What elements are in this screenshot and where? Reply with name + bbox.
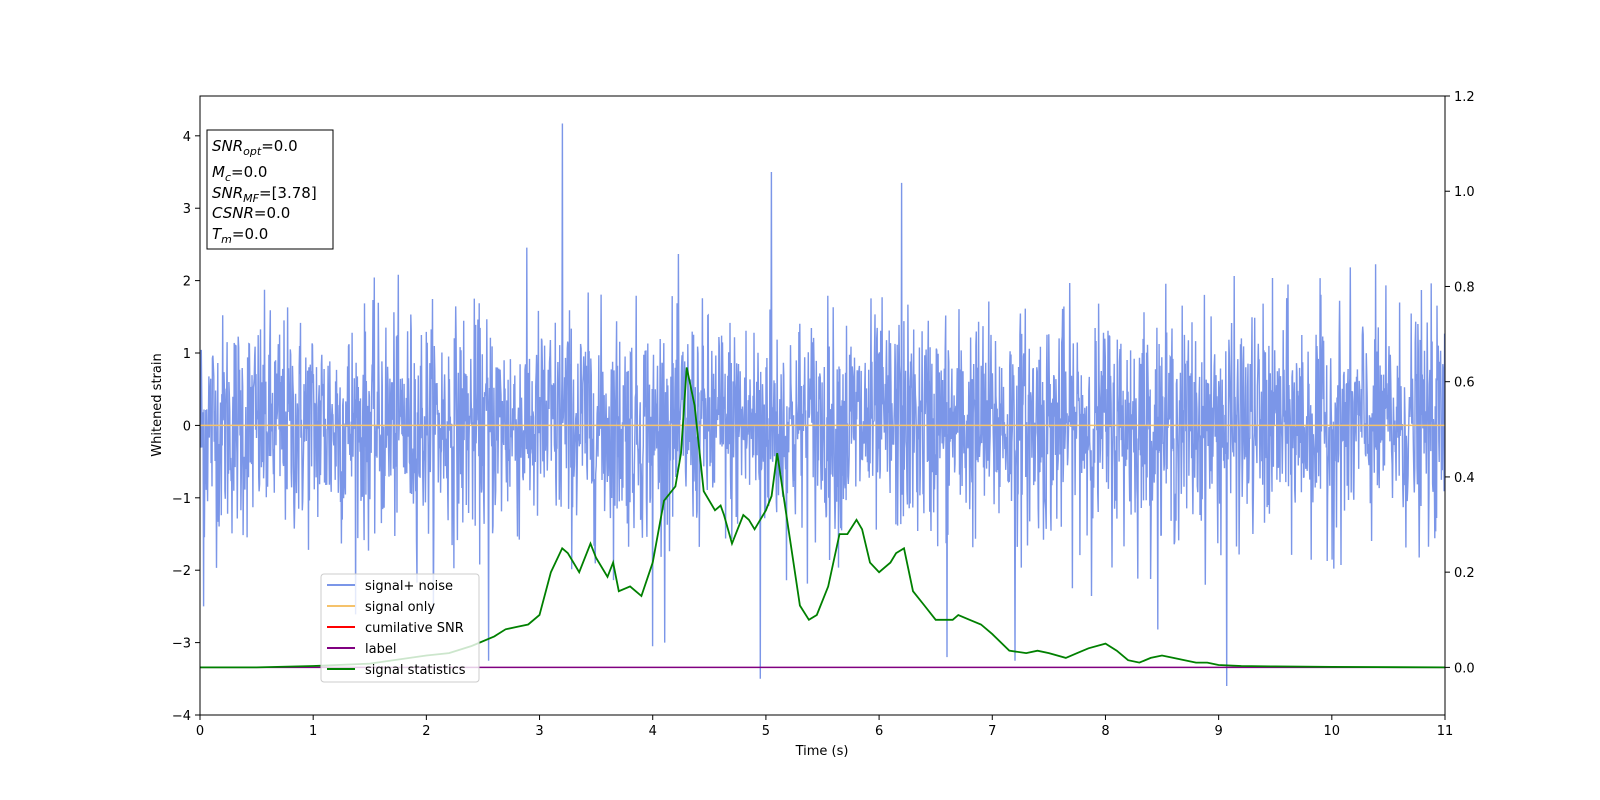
x-tick-label: 5 bbox=[762, 724, 770, 739]
x-tick-label: 7 bbox=[988, 724, 996, 739]
y2-tick-label: 1.0 bbox=[1454, 185, 1475, 200]
y-tick-label: 2 bbox=[183, 275, 191, 290]
info-snr-mf: SNRMF=[3.78] bbox=[212, 184, 317, 205]
x-tick-label: 8 bbox=[1101, 724, 1109, 739]
legend-label-signal-statistics: signal statistics bbox=[365, 663, 466, 678]
x-tick-label: 2 bbox=[422, 724, 430, 739]
y-tick-label: 3 bbox=[183, 202, 191, 217]
series-signal-statistics bbox=[200, 367, 1445, 669]
y-tick-label: −1 bbox=[172, 492, 191, 507]
x-axis: 0 1 2 3 4 5 6 7 8 9 10 11 bbox=[196, 715, 1453, 739]
x-tick-label: 10 bbox=[1324, 724, 1341, 739]
x-tick-label: 9 bbox=[1214, 724, 1222, 739]
y-tick-label: −4 bbox=[172, 709, 191, 724]
info-tm: Tm=0.0 bbox=[212, 225, 268, 246]
y-axis-right: 0.0 0.2 0.4 0.6 0.8 1.0 1.2 bbox=[1445, 90, 1475, 676]
y-tick-label: 0 bbox=[183, 419, 191, 434]
x-tick-label: 3 bbox=[535, 724, 543, 739]
legend-label-signal-only: signal only bbox=[365, 600, 435, 615]
y2-tick-label: 0.8 bbox=[1454, 280, 1475, 295]
legend-label-cumilative-snr: cumilative SNR bbox=[365, 621, 464, 636]
info-box-frame bbox=[206, 129, 334, 250]
x-tick-label: 6 bbox=[875, 724, 883, 739]
x-tick-label: 4 bbox=[649, 724, 657, 739]
legend-label-label: label bbox=[365, 642, 396, 657]
y-tick-label: −3 bbox=[172, 637, 191, 652]
y-axis-left: −4 −3 −2 −1 0 1 2 3 4 bbox=[172, 130, 200, 724]
info-mc: Mc=0.0 bbox=[212, 163, 267, 184]
y2-tick-label: 0.2 bbox=[1454, 566, 1475, 581]
y-tick-label: 1 bbox=[183, 347, 191, 362]
y2-tick-label: 0.4 bbox=[1454, 471, 1475, 486]
y-axis-label: Whitened strain bbox=[150, 353, 165, 456]
y2-tick-label: 0.6 bbox=[1454, 376, 1475, 391]
y-tick-label: 4 bbox=[183, 130, 191, 145]
y2-tick-label: 1.2 bbox=[1454, 90, 1475, 105]
legend-frame bbox=[320, 573, 480, 683]
legend: signal+ noise signal only cumilative SNR… bbox=[320, 573, 480, 683]
info-csnr: CSNR=0.0 bbox=[212, 204, 290, 222]
series-signal-noise bbox=[200, 123, 1445, 687]
x-tick-label: 11 bbox=[1437, 724, 1454, 739]
x-axis-label: Time (s) bbox=[795, 744, 849, 759]
info-snr-opt: SNRopt=0.0 bbox=[212, 137, 298, 158]
legend-label-signal-noise: signal+ noise bbox=[365, 579, 453, 594]
y-tick-label: −2 bbox=[172, 564, 191, 579]
plot-frame bbox=[199, 95, 1446, 716]
y2-tick-label: 0.0 bbox=[1454, 661, 1475, 676]
info-box: SNRopt=0.0 Mc=0.0 SNRMF=[3.78] CSNR=0.0 … bbox=[206, 129, 334, 250]
x-tick-label: 1 bbox=[309, 724, 317, 739]
x-tick-label: 0 bbox=[196, 724, 204, 739]
